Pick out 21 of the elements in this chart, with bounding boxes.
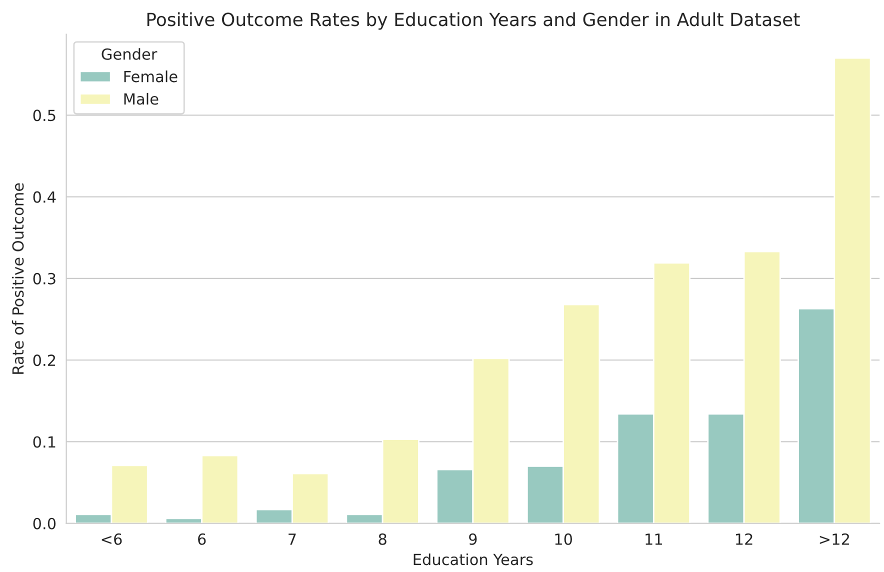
x-tick-label: 12: [736, 533, 752, 545]
y-tick-label: 0.3: [33, 272, 56, 284]
x-tick-label: 10: [555, 533, 572, 545]
x-tick-label: >12: [820, 533, 849, 545]
x-tick-label: 7: [288, 534, 296, 545]
y-tick-label: 0.0: [33, 518, 56, 530]
legend-title: Gender: [102, 48, 158, 60]
x-tick-label: <6: [102, 533, 122, 545]
legend-label: Female: [124, 70, 178, 82]
x-tick-label: 9: [469, 533, 477, 545]
x-tick-label: 11: [646, 534, 662, 545]
chart-title: Positive Outcome Rates by Education Years and Gender in Adult Dataset: [147, 12, 800, 30]
y-tick-label: 0.4: [33, 191, 56, 203]
y-tick-label: 0.5: [33, 110, 56, 122]
x-axis-title: Education Years: [414, 553, 533, 566]
x-tick-label: 8: [378, 533, 386, 545]
y-tick-label: 0.1: [33, 436, 56, 448]
x-tick-label: 6: [198, 533, 206, 545]
y-tick-label: 0.2: [33, 354, 56, 366]
y-axis-title: Rate of Positive Outcome: [12, 183, 24, 374]
legend-label: Male: [124, 92, 158, 105]
